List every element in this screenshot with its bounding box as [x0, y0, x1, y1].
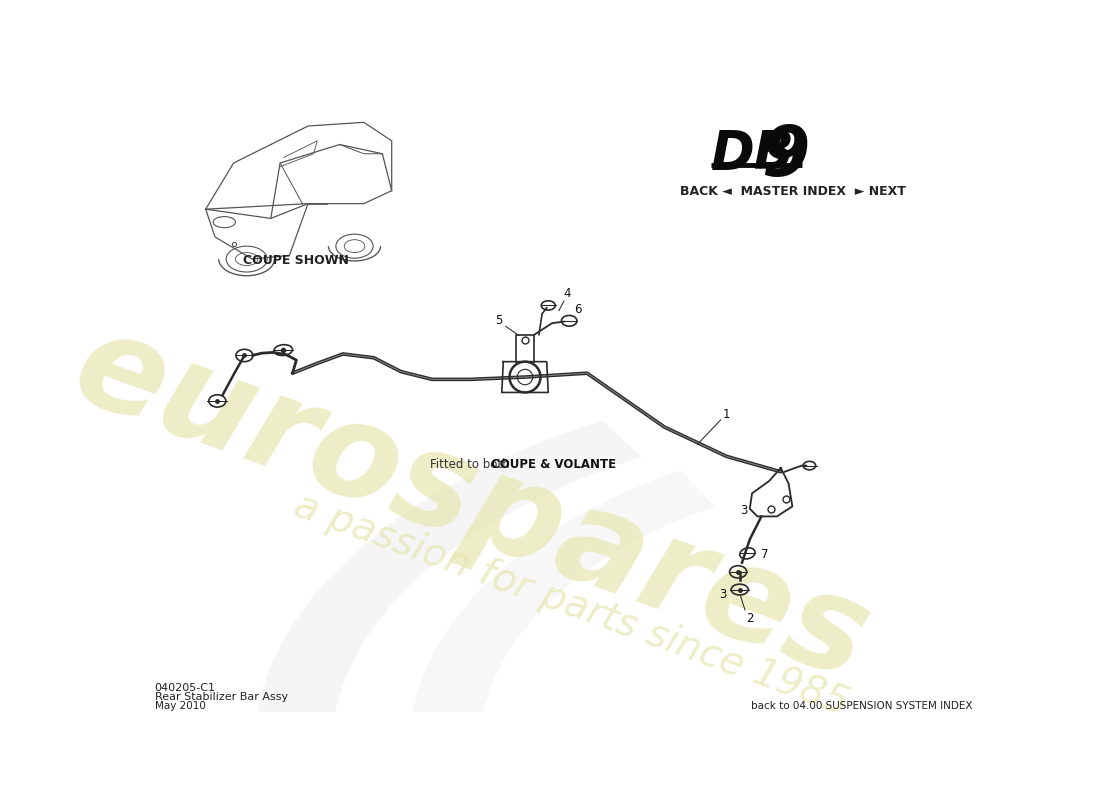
- Text: a passion for parts since 1985: a passion for parts since 1985: [289, 486, 854, 722]
- Text: 3: 3: [740, 504, 748, 517]
- Text: COUPE SHOWN: COUPE SHOWN: [243, 254, 350, 267]
- Text: 4: 4: [564, 287, 571, 300]
- Text: Rear Stabilizer Bar Assy: Rear Stabilizer Bar Assy: [154, 692, 288, 702]
- Text: 3: 3: [719, 589, 726, 602]
- PathPatch shape: [254, 421, 641, 800]
- Text: 1: 1: [723, 407, 730, 421]
- Text: May 2010: May 2010: [154, 702, 206, 711]
- Text: COUPE & VOLANTE: COUPE & VOLANTE: [491, 458, 616, 470]
- Text: 7: 7: [761, 549, 769, 562]
- Text: 9: 9: [761, 123, 810, 190]
- Text: BACK ◄  MASTER INDEX  ► NEXT: BACK ◄ MASTER INDEX ► NEXT: [680, 185, 906, 198]
- Text: DB: DB: [711, 128, 795, 180]
- PathPatch shape: [409, 470, 715, 800]
- Text: 040205-C1: 040205-C1: [154, 682, 216, 693]
- Text: 2: 2: [746, 611, 754, 625]
- Text: eurospares: eurospares: [57, 302, 884, 706]
- Text: 5: 5: [495, 314, 503, 327]
- Text: back to 04.00 SUSPENSION SYSTEM INDEX: back to 04.00 SUSPENSION SYSTEM INDEX: [751, 702, 974, 711]
- Text: 6: 6: [574, 302, 582, 316]
- Text: Fitted to both: Fitted to both: [430, 458, 514, 470]
